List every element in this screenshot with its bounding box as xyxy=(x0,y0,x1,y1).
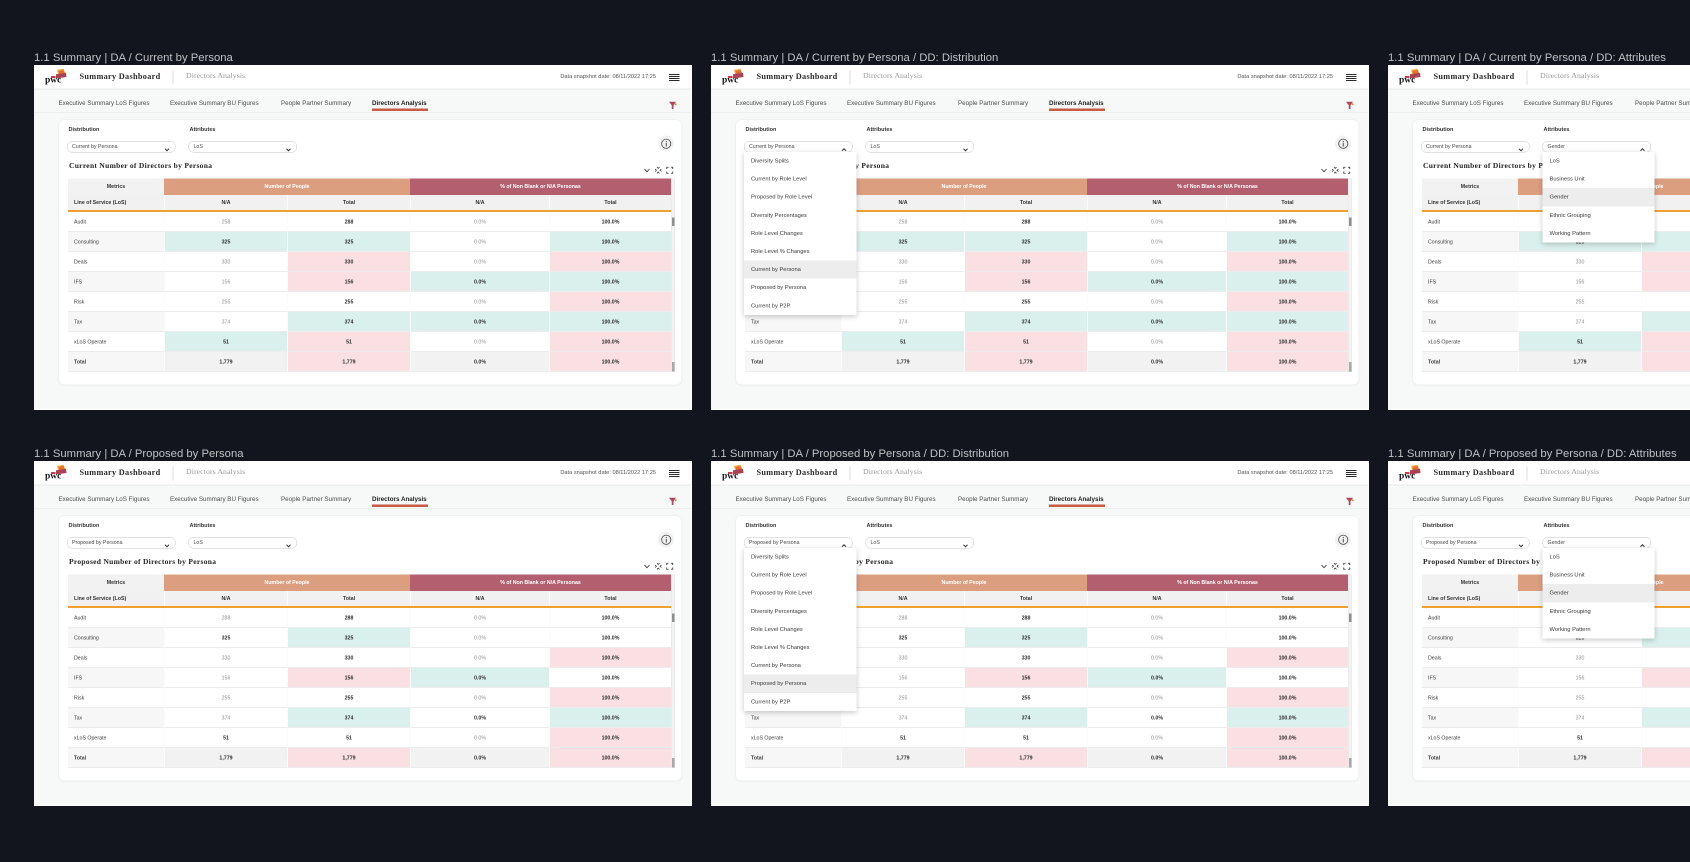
svg-text:pwc: pwc xyxy=(1399,472,1415,482)
svg-text:pwc: pwc xyxy=(722,472,738,482)
svg-text:pwc: pwc xyxy=(45,76,61,86)
svg-text:pwc: pwc xyxy=(722,76,738,86)
svg-text:pwc: pwc xyxy=(45,472,61,482)
svg-text:pwc: pwc xyxy=(1399,76,1415,86)
